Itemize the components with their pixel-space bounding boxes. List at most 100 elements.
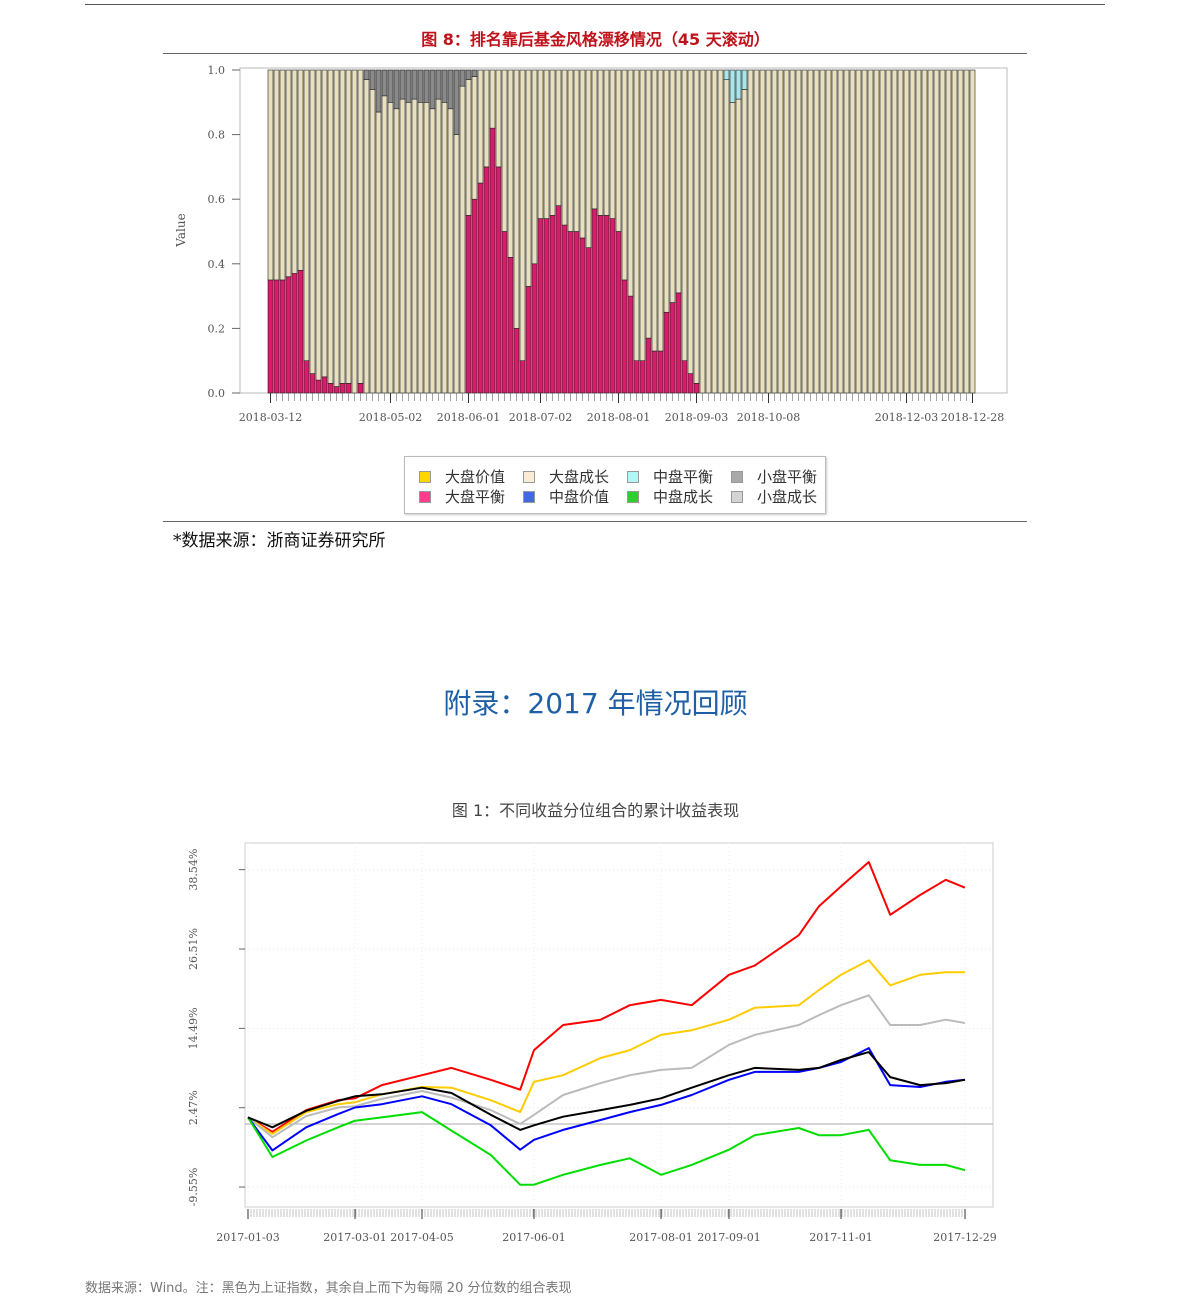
bar-segment bbox=[579, 237, 586, 394]
bar-segment bbox=[309, 373, 316, 394]
bar-segment bbox=[339, 383, 346, 394]
bar-segment bbox=[303, 69, 310, 362]
y-axis-label: Value bbox=[174, 213, 188, 247]
bar-segment bbox=[585, 69, 592, 248]
series-line bbox=[247, 1051, 966, 1131]
bar-segment bbox=[513, 328, 520, 394]
bar-segment bbox=[363, 69, 370, 80]
bar-segment bbox=[633, 360, 640, 394]
bar-segment bbox=[465, 69, 472, 80]
legend-item: 大盘平衡 bbox=[419, 486, 505, 507]
plot-frame bbox=[244, 842, 994, 1208]
bar-segment bbox=[537, 218, 544, 394]
bar-segment bbox=[381, 69, 388, 97]
bar-segment bbox=[285, 69, 292, 278]
bar-segment bbox=[885, 69, 892, 394]
bar-segment bbox=[333, 69, 340, 387]
bar-segment bbox=[303, 360, 310, 394]
bar-segment bbox=[285, 276, 292, 394]
bar-segment bbox=[753, 69, 760, 394]
x-tick-label: 2017-11-01 bbox=[809, 1231, 872, 1244]
x-tick-label: 2017-03-01 bbox=[323, 1231, 386, 1244]
bar-segment bbox=[321, 376, 328, 394]
bar-segment bbox=[573, 69, 580, 232]
bar-segment bbox=[507, 257, 514, 394]
bar-segment bbox=[621, 279, 628, 394]
bar-segment bbox=[657, 69, 664, 352]
bar-segment bbox=[459, 69, 466, 87]
bar-segment bbox=[663, 311, 670, 394]
bar-segment bbox=[825, 69, 832, 394]
bar-segment bbox=[567, 69, 574, 232]
bar-segment bbox=[783, 69, 790, 394]
bar-segment bbox=[819, 69, 826, 394]
y-tick-label: 0.0 bbox=[208, 387, 226, 400]
bar-segment bbox=[405, 69, 412, 103]
bar-segment bbox=[327, 383, 334, 394]
legend-swatch bbox=[731, 470, 743, 483]
bar-segment bbox=[369, 89, 376, 394]
bar-segment bbox=[489, 127, 496, 394]
bar-segment bbox=[963, 69, 970, 394]
legend-swatch bbox=[627, 470, 639, 483]
bar-segment bbox=[351, 69, 358, 394]
bar-segment bbox=[723, 79, 730, 394]
bar-segment bbox=[279, 279, 286, 394]
bar-segment bbox=[507, 69, 514, 258]
bar-segment bbox=[525, 286, 532, 394]
bar-segment bbox=[339, 69, 346, 384]
bar-segment bbox=[291, 273, 298, 394]
bar-segment bbox=[447, 69, 454, 110]
bar-segment bbox=[669, 302, 676, 394]
y-tick-label: 1.0 bbox=[208, 64, 226, 77]
x-tick-label: 2018-08-01 bbox=[587, 411, 650, 424]
y-tick-label: 38.54% bbox=[187, 849, 200, 891]
bar-segment bbox=[645, 337, 652, 394]
bar-segment bbox=[501, 69, 508, 232]
bar-segment bbox=[555, 69, 562, 206]
bar-segment bbox=[729, 102, 736, 394]
bar-segment bbox=[795, 69, 802, 394]
bar-segment bbox=[729, 69, 736, 103]
bar-segment bbox=[267, 69, 274, 281]
bar-segment bbox=[597, 69, 604, 216]
y-tick-label: 0.6 bbox=[208, 193, 226, 206]
bar-segment bbox=[687, 69, 694, 374]
bar-segment bbox=[417, 69, 424, 103]
bar-segment bbox=[855, 69, 862, 394]
x-tick-label: 2018-10-08 bbox=[737, 411, 800, 424]
bar-segment bbox=[483, 69, 490, 168]
bar-segment bbox=[579, 69, 586, 239]
bar-segment bbox=[735, 69, 742, 100]
bar-segment bbox=[561, 224, 568, 394]
legend-label: 小盘成长 bbox=[757, 488, 818, 506]
x-tick-label: 2018-12-28 bbox=[941, 411, 1004, 424]
bar-segment bbox=[315, 69, 322, 381]
bar-segment bbox=[321, 69, 328, 378]
bar-segment bbox=[525, 69, 532, 287]
bar-segment bbox=[945, 69, 952, 394]
bar-segment bbox=[429, 69, 436, 110]
bar-segment bbox=[309, 69, 316, 374]
bar-segment bbox=[363, 79, 370, 394]
bar-segment bbox=[837, 69, 844, 394]
bar-segment bbox=[903, 69, 910, 394]
bar-segment bbox=[273, 69, 280, 281]
style-drift-stacked-bar-chart: 0.0 0.2 0.4 0.6 0.8 1.0 Value 2018-03-12 2018-05… bbox=[174, 64, 1008, 424]
bar-segment bbox=[399, 69, 406, 100]
bar-segment bbox=[489, 69, 496, 129]
bar-segment bbox=[609, 218, 616, 394]
x-tick-label: 2017-01-03 bbox=[216, 1231, 279, 1244]
bar-segment bbox=[327, 69, 334, 384]
bar-segment bbox=[891, 69, 898, 394]
bar-segment bbox=[651, 69, 658, 352]
bar-segment bbox=[597, 215, 604, 394]
bar-segment bbox=[459, 85, 466, 394]
bar-segment bbox=[333, 386, 340, 394]
bar-segment bbox=[603, 215, 610, 394]
bar-segment bbox=[315, 379, 322, 394]
bar-segment bbox=[291, 69, 298, 274]
bar-segment bbox=[663, 69, 670, 313]
bar-segment bbox=[279, 69, 286, 281]
bar-segment bbox=[465, 79, 472, 216]
